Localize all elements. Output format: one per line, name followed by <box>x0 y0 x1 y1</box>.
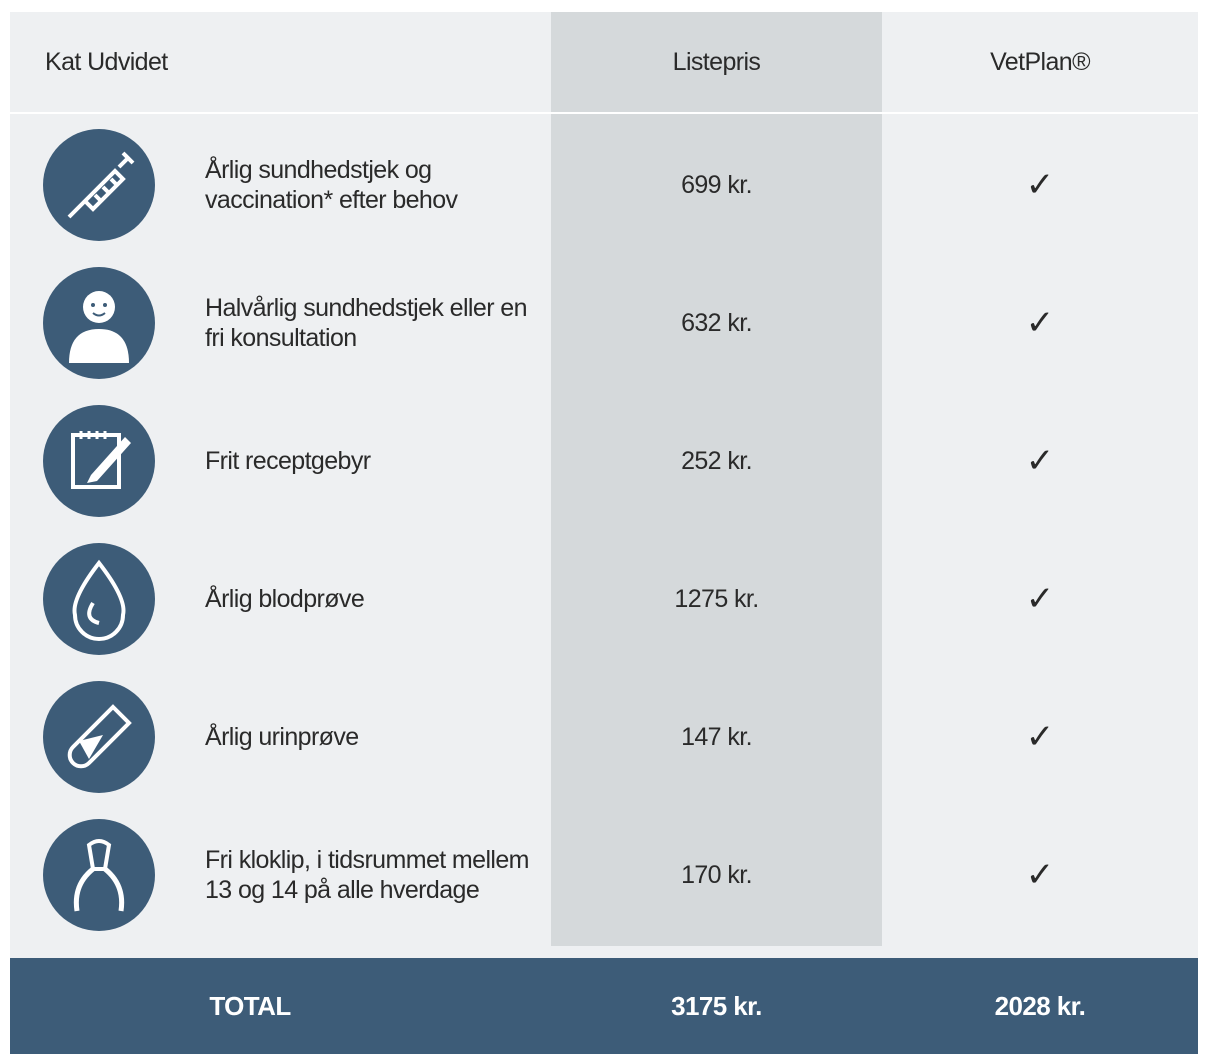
total-plan: 2028 kr. <box>994 991 1086 1021</box>
row-icon <box>43 819 155 931</box>
row-description: Halvårlig sundhedstjek eller en fri kons… <box>205 294 527 352</box>
row-price: 252 kr. <box>681 447 752 475</box>
total-price: 3175 kr. <box>671 991 762 1021</box>
row-price: 147 kr. <box>681 723 752 751</box>
row-check: ✓ <box>1025 855 1055 895</box>
total-row: TOTAL 3175 kr. 2028 kr. <box>10 958 1198 1054</box>
row-description: Frit receptgebyr <box>205 447 371 475</box>
row-check: ✓ <box>1025 303 1055 343</box>
row-icon <box>43 681 155 793</box>
header-divider <box>10 112 1198 114</box>
header-title: Kat Udvidet <box>45 48 168 76</box>
row-icon <box>43 267 155 379</box>
row-check: ✓ <box>1025 441 1055 481</box>
row-icon <box>43 543 155 655</box>
price-column <box>551 12 882 946</box>
row-check: ✓ <box>1025 165 1055 205</box>
header-price: Listepris <box>672 48 761 76</box>
row-description: Årlig urinprøve <box>205 723 359 751</box>
price-table: Kat Udvidet Listepris VetPlan® Årlig sun… <box>10 12 1198 1054</box>
row-description: Årlig sundhedstjek og vaccination* efter… <box>205 156 458 214</box>
row-price: 632 kr. <box>681 309 752 337</box>
total-label: TOTAL <box>209 991 291 1021</box>
row-check: ✓ <box>1025 579 1055 619</box>
row-description: Årlig blodprøve <box>205 585 365 613</box>
row-price: 1275 kr. <box>674 585 759 613</box>
row-description: Fri kloklip, i tidsrummet mellem 13 og 1… <box>205 846 530 904</box>
row-price: 699 kr. <box>681 171 752 199</box>
row-icon <box>43 129 155 241</box>
row-check: ✓ <box>1025 717 1055 757</box>
header-plan: VetPlan® <box>990 48 1090 76</box>
row-price: 170 kr. <box>681 861 752 889</box>
row-icon <box>43 405 155 517</box>
